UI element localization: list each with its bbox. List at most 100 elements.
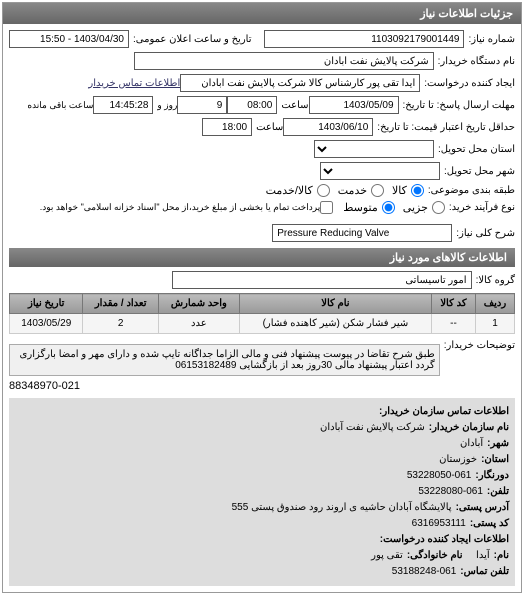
delivery-province-select[interactable] [314, 140, 434, 158]
process-type-label: نوع فرآیند خرید: [449, 202, 515, 213]
name-label: نام: [494, 548, 509, 564]
public-date-label: تاریخ و ساعت اعلان عمومی: [133, 34, 252, 45]
subject-class-label: طبقه بندی موضوعی: [428, 185, 515, 196]
hours-label: ساعت باقی مانده [27, 100, 93, 111]
province-value: خوزستان [439, 452, 477, 468]
validity-time-input[interactable] [202, 118, 252, 136]
request-no-label: شماره نیاز: [468, 34, 515, 45]
buyer-org-label: نام دستگاه خریدار: [438, 56, 515, 67]
family-label: نام خانوادگی: [407, 548, 463, 564]
items-table: ردیف کد کالا نام کالا واحد شمارش تعداد /… [9, 293, 515, 334]
th-row: ردیف [475, 294, 514, 314]
address-value: پالایشگاه آبادان حاشیه ی اروند رود صندوق… [232, 500, 452, 516]
radio-goods-input[interactable] [411, 184, 424, 197]
row-request-no: شماره نیاز: تاریخ و ساعت اعلان عمومی: [9, 30, 515, 48]
request-no-input[interactable] [264, 30, 464, 48]
items-section-title: اطلاعات کالاهای مورد نیاز [9, 248, 515, 267]
radio-low-input[interactable] [432, 201, 445, 214]
days-label: روز و [157, 100, 177, 111]
creator-family: تقی پور [371, 548, 403, 564]
row-goods-group: گروه کالا: [9, 271, 515, 289]
goods-group-label: گروه کالا: [476, 275, 515, 286]
row-delivery-province: استان محل تحویل: [9, 140, 515, 158]
th-code: کد کالا [432, 294, 476, 314]
time-label-1: ساعت [281, 100, 308, 111]
th-date: تاریخ نیاز [10, 294, 83, 314]
need-title-input[interactable] [272, 224, 452, 242]
radio-med-input[interactable] [382, 201, 395, 214]
process-radio-group: جزیی متوسط [343, 201, 445, 214]
delivery-city-label: شهر محل تحویل: [444, 166, 515, 177]
fax-value: 53228050-061 [407, 468, 472, 484]
validity-label: حداقل تاریخ اعتبار قیمت: تا تاریخ: [377, 122, 515, 133]
row-validity: حداقل تاریخ اعتبار قیمت: تا تاریخ: ساعت [9, 118, 515, 136]
radio-service-input[interactable] [371, 184, 384, 197]
row-subject-class: طبقه بندی موضوعی: کالا خدمت کالا/خدمت [9, 184, 515, 197]
contact-section-title: اطلاعات تماس سازمان خریدار: [379, 404, 509, 420]
details-panel: جزئیات اطلاعات نیاز شماره نیاز: تاریخ و … [2, 2, 522, 593]
creator-info-label: اطلاعات ایجاد کننده درخواست: [380, 532, 509, 548]
contact-phone-label: تلفن تماس: [460, 564, 509, 580]
radio-goods-service[interactable]: کالا/خدمت [266, 184, 330, 197]
row-buyer-org: نام دستگاه خریدار: [9, 52, 515, 70]
delivery-city-select[interactable] [320, 162, 440, 180]
city-label: شهر: [487, 436, 509, 452]
city-value: آبادان [460, 436, 483, 452]
row-requester: ایجاد کننده درخواست: اطلاعات تماس خریدار [9, 74, 515, 92]
deadline-time-input[interactable] [227, 96, 277, 114]
province-label: استان: [481, 452, 509, 468]
fax-label: دورنگار: [475, 468, 509, 484]
deadline-date-input[interactable] [309, 96, 399, 114]
radio-service[interactable]: خدمت [338, 184, 384, 197]
table-header-row: ردیف کد کالا نام کالا واحد شمارش تعداد /… [10, 294, 515, 314]
buyer-notes-label: توضیحات خریدار: [444, 340, 515, 351]
radio-goods[interactable]: کالا [392, 184, 424, 197]
treasury-checkbox[interactable] [320, 201, 333, 214]
footer-phone: 88348970-021 [9, 380, 515, 392]
contact-section: اطلاعات تماس سازمان خریدار: نام سازمان خ… [9, 398, 515, 586]
row-delivery-city: شهر محل تحویل: [9, 162, 515, 180]
requester-label: ایجاد کننده درخواست: [424, 78, 515, 89]
deadline-label: مهلت ارسال پاسخ: تا تاریخ: [403, 100, 515, 111]
buyer-contact-link[interactable]: اطلاعات تماس خریدار [88, 78, 180, 89]
row-need-title: شرح کلی نیاز: [9, 224, 515, 242]
radio-med[interactable]: متوسط [343, 201, 395, 214]
org-name: شرکت پالایش نفت آبادان [320, 420, 425, 436]
validity-date-input[interactable] [283, 118, 373, 136]
buyer-org-input[interactable] [134, 52, 434, 70]
td-name: شیر فشار شکن (شیر کاهنده فشار) [239, 314, 431, 334]
radio-low[interactable]: جزیی [403, 201, 445, 214]
td-unit: عدد [158, 314, 239, 334]
postal-code-value: 6316953111 [412, 516, 466, 532]
hours-left-input [93, 96, 153, 114]
footer-phone-text: 88348970-021 [9, 380, 80, 392]
row-buyer-notes: توضیحات خریدار: طبق شرح تقاضا در پیوست پ… [9, 340, 515, 376]
phone-label: تلفن: [487, 484, 509, 500]
time-label-2: ساعت [256, 122, 283, 133]
radio-goods-service-input[interactable] [317, 184, 330, 197]
process-note: پرداخت تمام یا بخشی از مبلغ خرید،از محل … [40, 202, 320, 213]
table-row[interactable]: 1 -- شیر فشار شکن (شیر کاهنده فشار) عدد … [10, 314, 515, 334]
row-deadline: مهلت ارسال پاسخ: تا تاریخ: ساعت روز و سا… [9, 96, 515, 114]
td-qty: 2 [83, 314, 158, 334]
th-name: نام کالا [239, 294, 431, 314]
phone-value: 53228080-061 [418, 484, 483, 500]
panel-title: جزئیات اطلاعات نیاز [3, 3, 521, 24]
delivery-province-label: استان محل تحویل: [438, 144, 515, 155]
contact-phone2: 53188248-061 [392, 564, 457, 580]
need-title-label: شرح کلی نیاز: [456, 228, 515, 239]
th-qty: تعداد / مقدار [83, 294, 158, 314]
days-left-input [177, 96, 227, 114]
creator-name: آیدا [476, 548, 490, 564]
public-date-input[interactable] [9, 30, 129, 48]
buyer-notes-box: طبق شرح تقاضا در پیوست پیشنهاد فنی و مال… [9, 344, 440, 376]
requester-input[interactable] [180, 74, 420, 92]
td-date: 1403/05/29 [10, 314, 83, 334]
panel-body: شماره نیاز: تاریخ و ساعت اعلان عمومی: نا… [3, 24, 521, 592]
row-process-type: نوع فرآیند خرید: جزیی متوسط پرداخت تمام … [9, 201, 515, 214]
postal-code-label: کد پستی: [470, 516, 509, 532]
address-label: آدرس پستی: [456, 500, 509, 516]
td-code: -- [432, 314, 476, 334]
subject-radio-group: کالا خدمت کالا/خدمت [266, 184, 424, 197]
goods-group-input[interactable] [172, 271, 472, 289]
